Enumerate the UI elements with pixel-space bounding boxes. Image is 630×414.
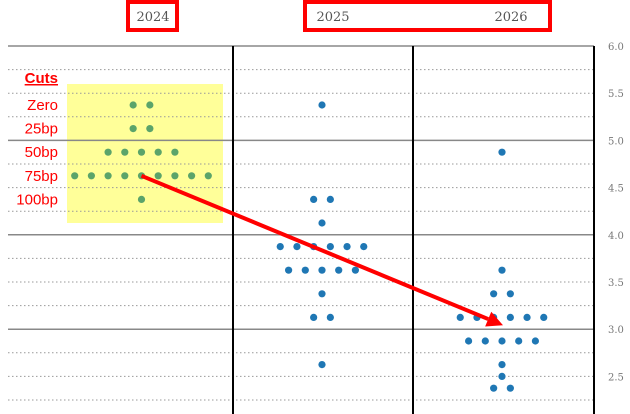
dot-2024 — [87, 172, 95, 180]
dot-2024 — [137, 148, 146, 156]
dot-2024 — [104, 172, 112, 180]
dot-2026 — [456, 313, 464, 321]
dot-2025 — [301, 266, 309, 274]
2024-highlight-box — [67, 84, 223, 223]
dot-2024 — [121, 172, 129, 180]
dot-2025 — [318, 101, 326, 109]
dot-2024 — [104, 148, 112, 156]
dot-2026 — [498, 361, 506, 369]
dot-2025 — [318, 290, 326, 298]
dot-2024 — [146, 125, 154, 133]
y-tick-label: 4.5 — [608, 184, 624, 195]
cut-label: 100bp — [16, 191, 58, 208]
y-tick-label: 4.0 — [608, 231, 624, 242]
y-tick-label: 2.5 — [608, 372, 624, 383]
dot-2025 — [293, 243, 301, 251]
dot-2026 — [523, 313, 531, 321]
dot-2024 — [129, 125, 137, 133]
dot-2026 — [481, 337, 489, 345]
year-label-2026: 2026 — [494, 10, 527, 25]
dot-2024 — [154, 148, 162, 156]
dot-2026 — [490, 384, 498, 392]
dot-2026 — [498, 266, 506, 274]
dot-2024 — [188, 172, 196, 180]
dot-2024 — [204, 172, 212, 180]
dot-2026 — [506, 290, 514, 298]
dot-2024 — [171, 148, 179, 156]
dot-2024 — [71, 172, 79, 180]
highlight-box-2025-2026 — [303, 0, 552, 32]
dot-2025 — [351, 266, 359, 274]
dot-2026 — [498, 372, 506, 380]
dot-2025 — [285, 266, 293, 274]
dot-2025 — [326, 195, 334, 203]
dot-2024 — [121, 148, 129, 156]
y-tick-label: 6.0 — [608, 42, 624, 53]
dot-2026 — [515, 337, 523, 345]
dot-2026 — [490, 290, 498, 298]
trend-arrow-head — [485, 311, 503, 327]
highlight-box-2024 — [126, 0, 179, 32]
dot-2025 — [318, 361, 326, 369]
dot-2025 — [276, 243, 284, 251]
cut-label: 25bp — [25, 121, 58, 138]
dot-2024 — [129, 101, 137, 109]
dot-2026 — [498, 337, 506, 345]
dot-2026 — [506, 384, 514, 392]
dot-2026 — [498, 148, 506, 156]
dot-2025 — [310, 195, 318, 203]
dot-2024 — [171, 172, 179, 180]
dot-2025 — [326, 243, 334, 251]
cut-label: 75bp — [25, 168, 58, 185]
y-tick-label: 3.5 — [608, 278, 624, 289]
dot-2025 — [318, 266, 326, 274]
dot-2025 — [360, 243, 368, 251]
dot-2026 — [540, 313, 548, 321]
dot-2024 — [154, 172, 162, 180]
cuts-title: Cuts — [25, 70, 58, 87]
year-label-2024: 2024 — [136, 10, 169, 25]
y-tick-label: 3.0 — [608, 325, 624, 336]
cut-label: Zero — [27, 97, 58, 114]
dot-2025 — [310, 313, 318, 321]
year-label-2025: 2025 — [316, 10, 349, 25]
dot-2026 — [506, 313, 514, 321]
dot-2026 — [531, 337, 540, 345]
dot-2025 — [326, 313, 334, 321]
dot-2025 — [318, 219, 326, 227]
y-tick-label: 5.0 — [608, 136, 624, 147]
trend-arrow-line — [140, 173, 489, 321]
dot-2025 — [335, 266, 343, 274]
dot-2026 — [465, 337, 473, 345]
cut-label: 50bp — [25, 144, 58, 161]
dot-2025 — [343, 243, 351, 251]
dot-2024 — [146, 101, 154, 109]
dot-2024 — [137, 195, 146, 203]
y-tick-label: 5.5 — [608, 89, 624, 100]
